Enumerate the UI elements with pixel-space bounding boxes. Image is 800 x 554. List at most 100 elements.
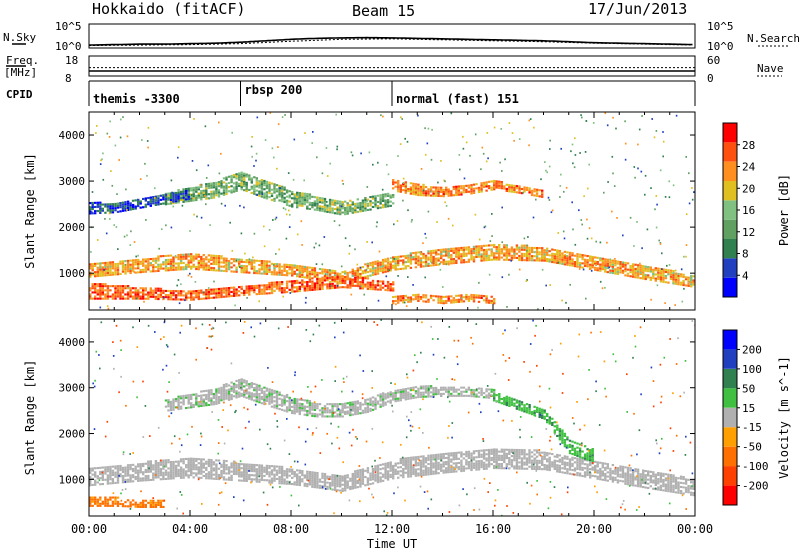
echo-cell bbox=[323, 483, 327, 486]
echo-cell bbox=[376, 474, 380, 477]
echo-cell bbox=[503, 185, 506, 188]
echo-cell bbox=[551, 254, 554, 257]
echo-cell bbox=[412, 256, 415, 259]
echo-cell bbox=[172, 192, 175, 195]
echo-cell bbox=[437, 299, 440, 302]
echo-cell bbox=[374, 269, 377, 272]
echo-cell bbox=[197, 194, 200, 197]
echo-cell bbox=[129, 464, 132, 467]
echo-speckle bbox=[231, 131, 233, 134]
echo-cell bbox=[182, 290, 185, 293]
echo-cell bbox=[212, 256, 216, 259]
echo-cell bbox=[394, 299, 397, 302]
echo-cell bbox=[440, 261, 443, 264]
echo-cell bbox=[147, 462, 150, 465]
echo-cell bbox=[263, 468, 266, 471]
echo-speckle bbox=[570, 150, 572, 153]
echo-cell bbox=[318, 272, 322, 275]
echo-cell bbox=[248, 263, 251, 266]
echo-cell bbox=[240, 473, 243, 476]
echo-cell bbox=[427, 456, 430, 459]
echo-cell bbox=[230, 179, 233, 182]
echo-cell bbox=[255, 480, 258, 483]
echo-cell bbox=[381, 467, 385, 470]
echo-cell bbox=[384, 466, 387, 469]
echo-cell bbox=[285, 265, 289, 268]
echo-cell bbox=[553, 253, 556, 256]
echo-cell bbox=[116, 295, 120, 298]
echo-cell bbox=[581, 266, 584, 269]
echo-cell bbox=[179, 298, 183, 301]
echo-cell bbox=[225, 186, 228, 189]
echo-cell bbox=[172, 262, 175, 265]
echo-speckle bbox=[234, 304, 236, 307]
echo-cell bbox=[210, 473, 213, 476]
echo-cell bbox=[308, 277, 312, 280]
echo-cell bbox=[311, 273, 314, 276]
echo-cell bbox=[232, 270, 236, 273]
echo-cell bbox=[291, 282, 294, 285]
echo-cell bbox=[243, 479, 246, 482]
echo-cell bbox=[172, 268, 175, 271]
echo-cell bbox=[470, 188, 473, 191]
echo-cell bbox=[207, 266, 211, 269]
echo-cell bbox=[381, 463, 385, 466]
echo-speckle bbox=[430, 261, 433, 264]
echo-cell bbox=[94, 275, 97, 278]
echo-cell bbox=[339, 213, 342, 216]
echo-speckle bbox=[439, 268, 442, 271]
echo-cell bbox=[437, 295, 440, 298]
echo-cell bbox=[139, 202, 142, 205]
echo-cell bbox=[311, 280, 314, 283]
echo-cell bbox=[187, 200, 190, 203]
echo-cell bbox=[167, 473, 170, 476]
echo-cell bbox=[116, 271, 120, 274]
echo-cell bbox=[296, 477, 299, 480]
echo-cell bbox=[465, 184, 468, 187]
echo-cell bbox=[280, 289, 284, 292]
echo-cell bbox=[164, 263, 168, 266]
echo-cell bbox=[445, 260, 448, 263]
echo-cell bbox=[230, 185, 233, 188]
echo-cell bbox=[311, 282, 314, 285]
echo-cell bbox=[139, 463, 142, 466]
echo-cell bbox=[177, 292, 180, 295]
echo-cell bbox=[210, 292, 213, 295]
echo-cell bbox=[455, 456, 458, 459]
echo-cell bbox=[243, 471, 246, 474]
echo-cell bbox=[243, 267, 246, 270]
echo-cell bbox=[265, 191, 269, 194]
echo-cell bbox=[126, 270, 130, 273]
echo-cell bbox=[412, 182, 415, 185]
echo-cell bbox=[525, 186, 529, 189]
echo-cell bbox=[361, 277, 365, 280]
echo-cell bbox=[182, 257, 185, 260]
echo-cell bbox=[129, 206, 132, 209]
echo-cell bbox=[137, 463, 140, 466]
echo-cell bbox=[306, 195, 309, 198]
echo-cell bbox=[434, 251, 438, 254]
echo-cell bbox=[121, 297, 125, 300]
echo-cell bbox=[296, 290, 299, 293]
echo-cell bbox=[386, 265, 390, 268]
echo-cell bbox=[131, 208, 135, 211]
echo-cell bbox=[316, 484, 319, 487]
echo-cell bbox=[465, 252, 468, 255]
echo-cell bbox=[126, 464, 130, 467]
echo-cell bbox=[376, 262, 380, 265]
echo-cell bbox=[344, 474, 347, 477]
echo-cell bbox=[280, 265, 284, 268]
echo-cell bbox=[596, 256, 599, 259]
echo-cell bbox=[609, 265, 612, 268]
echo-cell bbox=[647, 276, 650, 279]
echo-cell bbox=[616, 262, 620, 265]
echo-speckle bbox=[288, 209, 290, 212]
echo-cell bbox=[432, 192, 435, 195]
echo-cell bbox=[205, 473, 208, 476]
echo-cell bbox=[263, 284, 266, 287]
echo-cell bbox=[230, 470, 233, 473]
echo-cell bbox=[202, 470, 205, 473]
echo-speckle bbox=[662, 155, 664, 158]
echo-cell bbox=[591, 260, 594, 263]
echo-cell bbox=[364, 203, 367, 206]
